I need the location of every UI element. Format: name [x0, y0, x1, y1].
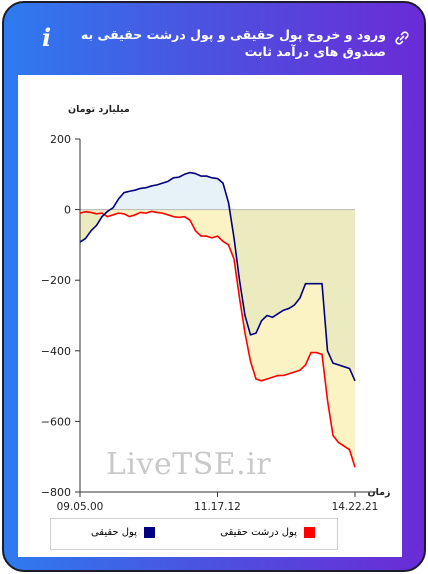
legend-swatch-big: [304, 527, 315, 538]
info-icon[interactable]: i: [42, 23, 52, 52]
y-tick-label: −800: [41, 486, 71, 499]
x-axis-label: زمان: [367, 487, 390, 498]
link-icon[interactable]: [394, 30, 410, 46]
y-axis-label: میلیارد تومان: [68, 104, 130, 115]
x-tick-label: 09.05.00: [57, 501, 104, 513]
y-tick-label: −400: [41, 345, 71, 358]
legend-label-big: پول درشت حقیقی: [220, 527, 297, 538]
y-tick-label: 0: [64, 204, 71, 217]
legend-item-real[interactable]: پول حقیقی: [91, 527, 155, 538]
x-tick-label: 11.17.12: [194, 501, 241, 513]
x-tick-label: 14.22.21: [332, 501, 379, 513]
y-tick-label: −200: [41, 274, 71, 287]
chart-svg: میلیارد تومان زمان 200 0 −200 −400 −600 −800 0…: [41, 104, 391, 513]
watermark: LiveTSE.ir: [106, 447, 272, 482]
y-tick-label: 200: [50, 133, 71, 146]
area-positive: [80, 172, 355, 210]
chart-panel: میلیارد تومان زمان 200 0 −200 −400 −600 −800 0…: [18, 75, 402, 557]
series-line-real: [79, 171, 356, 382]
y-tick-label: −600: [41, 415, 71, 428]
legend-swatch-real: [144, 527, 155, 538]
area-negative-real: [80, 209, 355, 381]
series-line-big: [79, 210, 356, 468]
card-header: i ورود و خروج پول حقیقی و پول درشت حقیقی…: [4, 3, 424, 75]
legend-item-big[interactable]: پول درشت حقیقی: [220, 527, 315, 538]
legend-label-real: پول حقیقی: [90, 527, 137, 538]
chart-title: ورود و خروج پول حقیقی و پول درشت حقیقی ب…: [80, 27, 386, 59]
legend: پول حقیقی پول درشت حقیقی: [50, 518, 338, 550]
